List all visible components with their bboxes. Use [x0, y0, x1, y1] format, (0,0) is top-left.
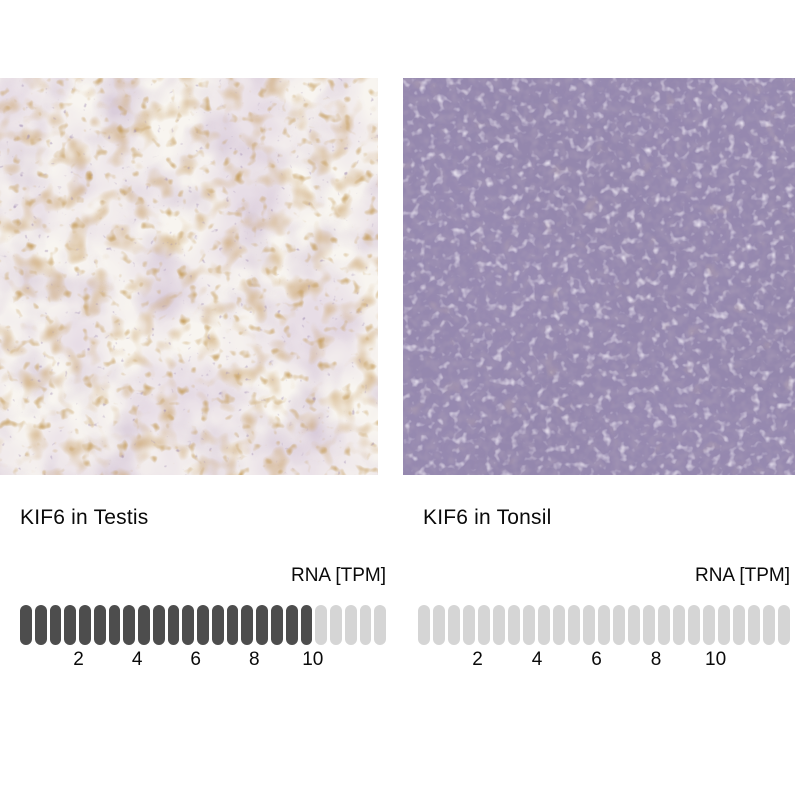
- tpm-pill-empty: [628, 605, 640, 645]
- tpm-pill-empty: [448, 605, 460, 645]
- tpm-pill-empty: [418, 605, 430, 645]
- tpm-pill-empty: [763, 605, 775, 645]
- tpm-pill-empty: [778, 605, 790, 645]
- tpm-pill-filled: [197, 605, 209, 645]
- tpm-pill-empty: [658, 605, 670, 645]
- tpm-pill-empty: [643, 605, 655, 645]
- tpm-pill-empty: [374, 605, 387, 645]
- tpm-pill-empty: [359, 605, 372, 645]
- tpm-pill-empty: [733, 605, 745, 645]
- rna-tpm-bar: [418, 605, 790, 645]
- tpm-pill-filled: [138, 605, 150, 645]
- panel-tonsil: KIF6 in Tonsil RNA [TPM] 2 4 6 8 10: [403, 78, 795, 718]
- tpm-axis-tick: 8: [650, 649, 662, 670]
- tpm-axis-tick: 4: [531, 649, 543, 670]
- tpm-pill-empty: [553, 605, 565, 645]
- ihc-testis-micrograph: [0, 78, 378, 475]
- tpm-pill-empty: [613, 605, 625, 645]
- tpm-pill-empty: [598, 605, 610, 645]
- tpm-pill-filled: [285, 605, 298, 645]
- ihc-tonsil-micrograph: [403, 78, 795, 475]
- tpm-pill-empty: [703, 605, 715, 645]
- tpm-pill-filled: [300, 605, 313, 645]
- tpm-pill-empty: [673, 605, 685, 645]
- tpm-axis-tick: 6: [190, 649, 201, 670]
- tpm-pill-filled: [93, 605, 106, 645]
- tpm-pill-empty: [315, 605, 328, 645]
- panel-testis: KIF6 in Testis RNA [TPM] 2 4 6 8 10: [0, 78, 387, 718]
- tpm-pill-empty: [688, 605, 700, 645]
- tpm-pill-filled: [241, 605, 254, 645]
- rna-tpm-axis-label: RNA [TPM]: [694, 565, 790, 586]
- tpm-pill-empty: [344, 605, 357, 645]
- panel-title: KIF6 in Testis: [20, 506, 149, 529]
- tpm-pill-empty: [538, 605, 550, 645]
- tpm-pill-filled: [256, 605, 269, 645]
- tpm-axis-tick: 8: [248, 649, 260, 670]
- tpm-pill-filled: [226, 605, 239, 645]
- rna-tpm-bar: [20, 605, 387, 645]
- micrograph-texture-testis: [0, 78, 378, 475]
- tpm-pill-filled: [108, 605, 121, 645]
- micrograph-texture-tonsil: [403, 78, 795, 475]
- tpm-pill-filled: [271, 605, 283, 645]
- tpm-pill-empty: [583, 605, 595, 645]
- tpm-axis-tick: 10: [302, 649, 324, 670]
- tpm-pill-filled: [20, 605, 32, 645]
- tpm-pill-empty: [523, 605, 535, 645]
- tpm-pill-empty: [718, 605, 730, 645]
- tpm-axis-tick: 2: [73, 649, 84, 670]
- tpm-pill-filled: [152, 605, 165, 645]
- panel-title: KIF6 in Tonsil: [423, 506, 552, 529]
- tpm-pill-filled: [182, 605, 195, 645]
- tpm-pill-filled: [64, 605, 77, 645]
- tpm-pill-filled: [123, 605, 136, 645]
- tpm-pill-filled: [167, 605, 180, 645]
- tpm-pill-empty: [568, 605, 580, 645]
- rna-tpm-axis-ticks: 2 4 6 8 10: [20, 647, 386, 673]
- tpm-pill-empty: [748, 605, 760, 645]
- tpm-axis-tick: 10: [705, 649, 727, 670]
- rna-tpm-axis-ticks: 2 4 6 8 10: [418, 647, 790, 673]
- tpm-axis-tick: 6: [591, 649, 602, 670]
- rna-tpm-axis-label: RNA [TPM]: [290, 565, 386, 586]
- tpm-pill-filled: [49, 605, 62, 645]
- tpm-pill-empty: [463, 605, 475, 645]
- tpm-pill-empty: [433, 605, 445, 645]
- tpm-pill-empty: [508, 605, 520, 645]
- tpm-pill-filled: [34, 605, 47, 645]
- tpm-pill-empty: [330, 605, 342, 645]
- tpm-pill-filled: [211, 605, 224, 645]
- tpm-axis-tick: 2: [472, 649, 483, 670]
- tpm-pill-filled: [79, 605, 91, 645]
- tpm-axis-tick: 4: [131, 649, 143, 670]
- tpm-pill-empty: [493, 605, 505, 645]
- tpm-pill-empty: [478, 605, 490, 645]
